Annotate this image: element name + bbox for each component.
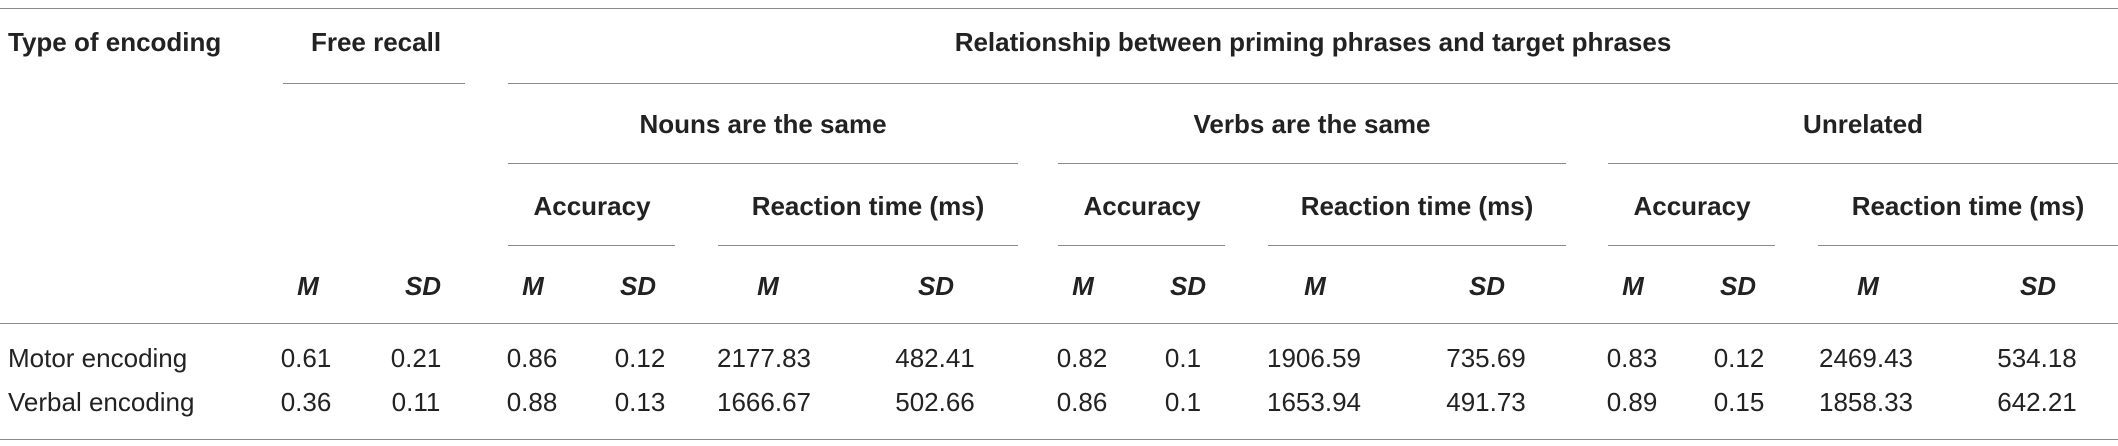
table-cell: 502.66 xyxy=(895,387,975,417)
accuracy-header-unrelated: Accuracy xyxy=(1633,191,1751,221)
m-header: M xyxy=(297,271,319,301)
table-cell: 0.83 xyxy=(1606,343,1658,373)
m-header: M xyxy=(1857,271,1879,301)
table-cell: 0.86 xyxy=(506,343,558,373)
table-cell: 0.36 xyxy=(280,387,332,417)
table-cell: 0.61 xyxy=(280,343,332,373)
table-cell: 0.1 xyxy=(1164,387,1202,417)
table-bottom-rule xyxy=(0,439,2118,440)
sd-header: SD xyxy=(404,271,442,301)
m-header: M xyxy=(1072,271,1094,301)
reaction-time-header-verbs: Reaction time (ms) xyxy=(1300,191,1534,221)
table-cell: 642.21 xyxy=(1997,387,2077,417)
table-cell: 1653.94 xyxy=(1267,387,1361,417)
table-cell: 0.86 xyxy=(1056,387,1108,417)
relationship-underline xyxy=(508,83,2118,84)
table-cell: 482.41 xyxy=(895,343,975,373)
unrelated-rt-underline xyxy=(1818,245,2118,246)
table-cell: 0.21 xyxy=(390,343,442,373)
table-cell: 0.15 xyxy=(1713,387,1765,417)
group-header-nouns: Nouns are the same xyxy=(639,109,887,139)
m-header: M xyxy=(522,271,544,301)
nouns-accuracy-underline xyxy=(508,245,675,246)
table-top-rule xyxy=(0,8,2118,9)
type-of-encoding-header: Type of encoding xyxy=(8,27,222,57)
reaction-time-header-nouns: Reaction time (ms) xyxy=(751,191,985,221)
sd-header: SD xyxy=(917,271,955,301)
table-cell: 1906.59 xyxy=(1267,343,1361,373)
sd-header: SD xyxy=(1169,271,1207,301)
nouns-group-underline xyxy=(508,163,1018,164)
sd-header: SD xyxy=(1468,271,1506,301)
free-recall-header: Free recall xyxy=(310,27,442,57)
unrelated-accuracy-underline xyxy=(1608,245,1775,246)
table-cell: 0.12 xyxy=(1713,343,1765,373)
table-cell: 0.1 xyxy=(1164,343,1202,373)
table-cell: 1666.67 xyxy=(717,387,811,417)
table-cell: 0.89 xyxy=(1606,387,1658,417)
table-cell: 534.18 xyxy=(1997,343,2077,373)
sd-header: SD xyxy=(1719,271,1757,301)
verbs-group-underline xyxy=(1058,163,1566,164)
table-cell: 0.13 xyxy=(614,387,666,417)
sd-header: SD xyxy=(619,271,657,301)
free-recall-underline xyxy=(283,83,465,84)
table-cell: 0.82 xyxy=(1056,343,1108,373)
header-bottom-rule xyxy=(0,323,2118,324)
group-header-verbs: Verbs are the same xyxy=(1193,109,1431,139)
relationship-header: Relationship between priming phrases and… xyxy=(954,27,1672,57)
accuracy-header-nouns: Accuracy xyxy=(533,191,651,221)
accuracy-header-verbs: Accuracy xyxy=(1083,191,1201,221)
table-cell: 0.12 xyxy=(614,343,666,373)
table-cell: 2469.43 xyxy=(1819,343,1913,373)
table-cell: 0.11 xyxy=(391,387,441,417)
table-cell: 0.88 xyxy=(506,387,558,417)
verbs-accuracy-underline xyxy=(1058,245,1225,246)
table-cell: 491.73 xyxy=(1446,387,1526,417)
group-header-unrelated: Unrelated xyxy=(1803,109,1923,139)
row-label: Verbal encoding xyxy=(8,387,195,417)
m-header: M xyxy=(1622,271,1644,301)
row-label: Motor encoding xyxy=(8,343,188,373)
verbs-rt-underline xyxy=(1268,245,1566,246)
table-cell: 2177.83 xyxy=(717,343,811,373)
m-header: M xyxy=(757,271,779,301)
m-header: M xyxy=(1304,271,1326,301)
sd-header: SD xyxy=(2019,271,2057,301)
reaction-time-header-unrelated: Reaction time (ms) xyxy=(1851,191,2085,221)
table-cell: 1858.33 xyxy=(1819,387,1913,417)
table-cell: 735.69 xyxy=(1446,343,1526,373)
unrelated-group-underline xyxy=(1608,163,2118,164)
nouns-rt-underline xyxy=(718,245,1018,246)
